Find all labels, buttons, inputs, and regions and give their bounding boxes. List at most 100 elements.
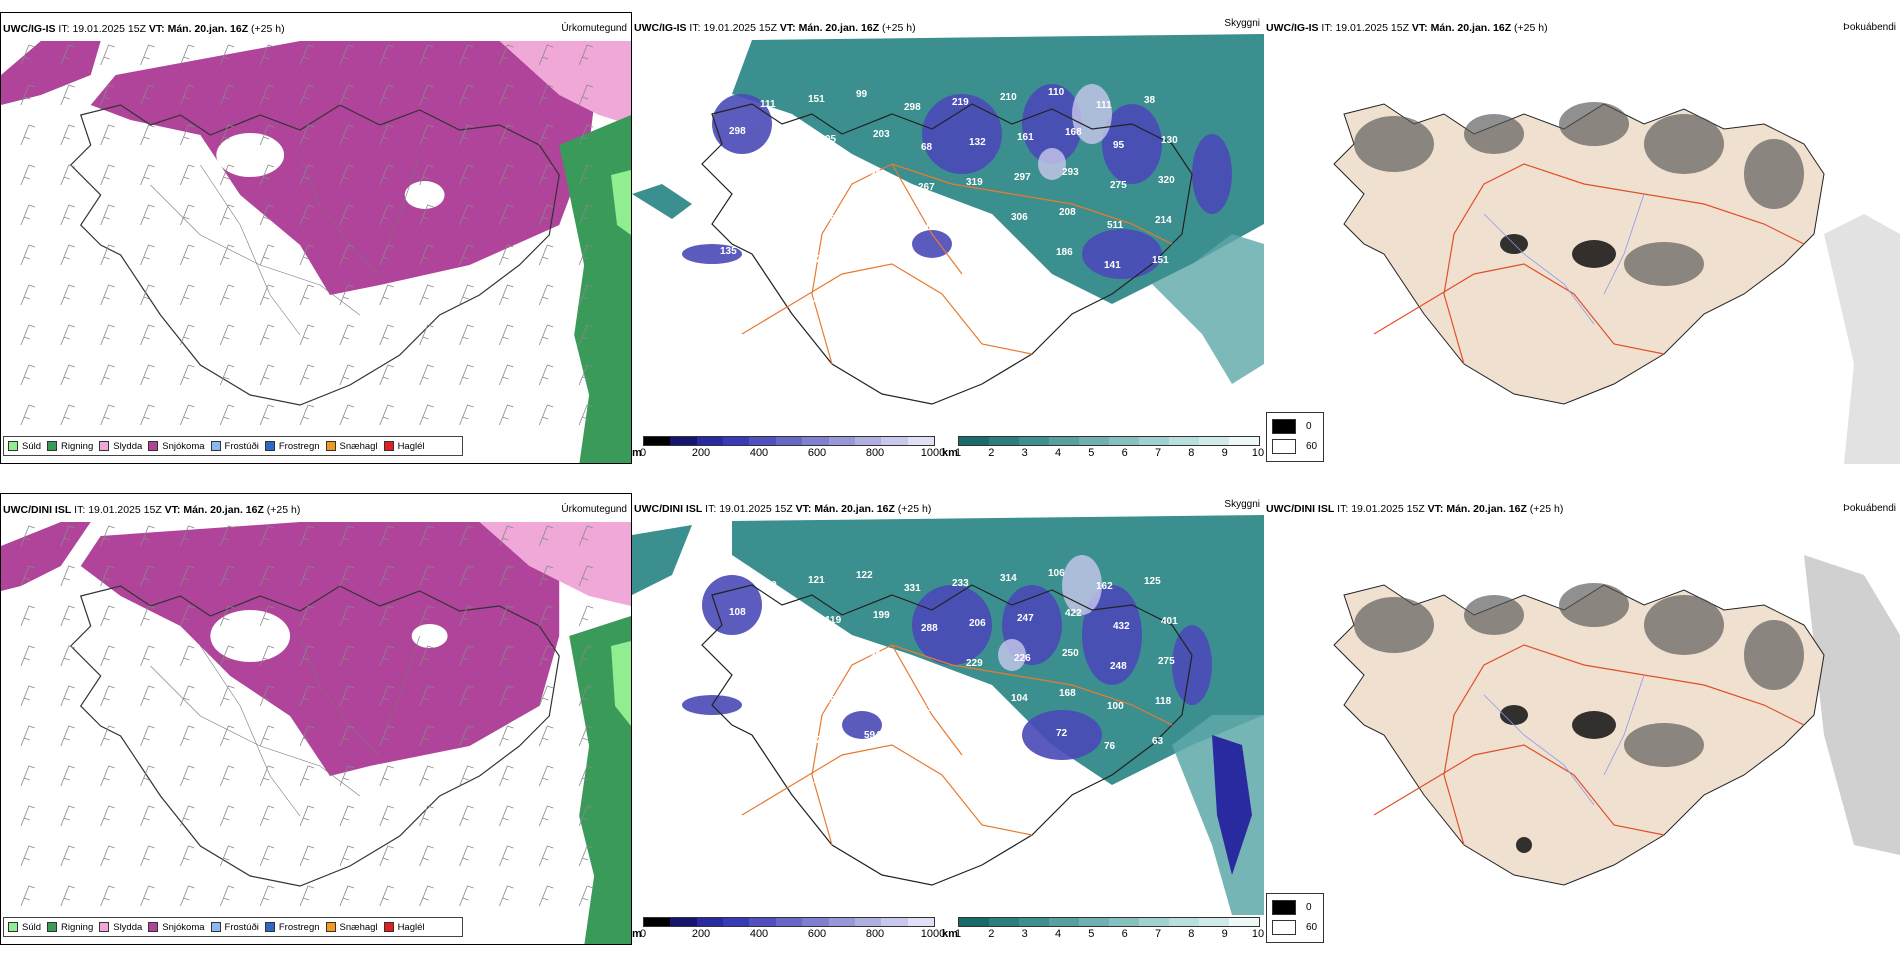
cloud-base-label: 108 [729,607,746,618]
cloud-base-label: 203 [915,703,932,714]
wind-barb [299,605,315,627]
colorbar-segment [907,918,934,926]
cloud-base-label: 511 [1107,220,1124,231]
wind-barb [180,645,195,667]
wind-barb [180,44,195,66]
wind-barb [379,324,394,346]
wind-barb [459,204,474,226]
wind-barb [100,605,115,627]
wind-barb [60,164,75,186]
wind-barb [379,645,394,667]
wind-barb [379,244,394,266]
wind-barb [339,645,355,667]
wind-barb [140,725,155,747]
wind-barb [339,284,355,306]
cloud-base-label: 260 [870,650,887,661]
legend-item: Rigning [47,922,93,933]
cloud-base-label: 110 [1048,87,1065,98]
cloud-base-label: 298 [904,102,921,113]
colorbar-tick-label: 8 [1188,447,1195,459]
cloud-base-colorbar: m 0 200 400 600 800 1000 [632,436,952,464]
colorbar-tick-label: 6 [1121,447,1128,459]
fog-map [1264,515,1900,945]
wind-barb [20,324,36,346]
wind-barb [578,364,594,386]
wind-barb [419,845,434,867]
colorbar-tick-label: 800 [865,928,885,940]
cloud-base-label: 281 [1005,773,1022,784]
wind-barb [219,605,235,627]
wind-barb [499,805,514,827]
wind-barb [60,565,75,587]
cloud-base-label: 204 [822,174,839,185]
wind-barb [20,605,36,627]
colorbar-segment [775,918,803,926]
colorbar-segment [959,437,989,445]
colorbar-tick-label: 400 [749,928,769,940]
cloud-base-label: 96 [1008,733,1020,744]
cloud-base-label: 112 [861,770,878,781]
cloud-base-label: 220 [768,259,785,270]
wind-barb [578,204,594,226]
wind-barb [259,685,275,707]
wind-barb [538,525,554,547]
road-network [1373,163,1805,365]
cloud-base-label: 140 [915,222,932,233]
wind-barb [219,44,235,66]
wind-barb [299,44,315,66]
colorbar-segment [1109,918,1139,926]
colorbar-tick-label: 7 [1154,447,1162,459]
wind-barb [578,645,594,667]
wind-barb [259,204,275,226]
wind-barb [499,164,514,186]
colorbar-segment [802,437,829,445]
wind-barb [60,124,75,146]
wind-barb [459,565,474,587]
legend-item: Frostregn [264,441,320,452]
wind-barb [100,885,115,907]
wind-barb [339,805,355,827]
wind-barb [339,605,355,627]
wind-barb [459,364,474,386]
cloud-base-label: 243 [912,262,929,273]
legend-item: Snæhagl [325,441,378,452]
panel-title: UWC/IG-IS IT: 19.01.2025 15Z VT: Mán. 20… [3,23,285,35]
cloud-base-label: 594 [864,730,881,741]
wind-barb [578,725,594,747]
wind-barb [140,244,155,266]
cloud-base-label: 145 [819,695,836,706]
wind-barb [219,404,235,426]
cloud-base-label: 295 [864,249,881,260]
cloud-base-label: 125 [712,86,729,97]
wind-barb [538,284,554,306]
colorbar-segment [644,918,671,926]
row-dini-isl: UWC/DINI ISL IT: 19.01.2025 15Z VT: Mán.… [0,493,1900,961]
colorbar-segment [1169,437,1199,445]
wind-barb [299,244,315,266]
wind-barb [60,805,75,827]
wind-barb [180,565,195,587]
panel-title: UWC/DINI ISL IT: 19.01.2025 15Z VT: Mán.… [3,504,301,516]
wind-barb [578,244,594,266]
cloud-base-colorbar: m 0 200 400 600 800 1000 [632,917,952,945]
wind-barb [60,725,75,747]
colorbar-tick-label: 0 [639,928,647,940]
wind-barb [20,404,36,426]
wind-barb [259,404,275,426]
cloud-base-label: 266 [918,663,935,674]
wind-barb [100,364,115,386]
panel-title: UWC/IG-IS IT: 19.01.2025 15Z VT: Mán. 20… [634,22,916,34]
wind-barb [60,765,75,787]
river-network [1483,193,1645,325]
wind-barb [419,765,434,787]
cloud-base-label: 141 [1104,260,1121,271]
cloud-base-label: 194 [822,655,839,666]
iceland-outline [701,584,1193,886]
wind-barb [299,364,315,386]
cloud-base-label: 277 [816,254,833,265]
colorbar-segment [1139,437,1169,445]
wind-barb [299,525,315,547]
wind-barb [578,84,594,106]
wind-barb [339,84,355,106]
wind-barb [538,685,554,707]
